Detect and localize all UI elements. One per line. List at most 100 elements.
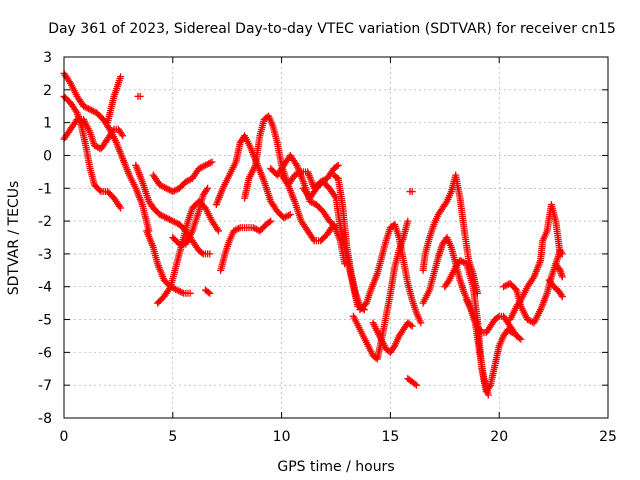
plot-frame [63,56,609,419]
y-tick-label: -7 [38,378,52,394]
axis-ticks: 0 5 10 15 20 25 -8 -7 -6 -5 -4 -3 -2 -1 0 1 2 3 [38,50,617,445]
data-point [413,381,421,389]
data-point [309,235,317,243]
data-point [92,142,100,150]
data-point [556,250,564,258]
grid [64,57,608,418]
data-point [523,316,531,324]
data-point [555,265,563,273]
data-point [333,162,341,170]
data-point [117,204,125,212]
data-point [172,219,180,227]
data-point [198,163,206,171]
x-tick-label: 5 [168,429,177,445]
data-point [186,289,194,297]
data-point [197,164,205,172]
x-axis-label: GPS time / hours [277,459,394,475]
y-tick-label: 1 [43,116,52,132]
data-point [159,183,167,191]
data-point [251,224,259,232]
data-point [172,285,180,293]
y-tick-label: -4 [38,280,52,296]
data-point [233,225,241,233]
data-point [90,142,98,150]
data-point [334,161,342,169]
y-tick-label: -8 [38,411,52,427]
data-point [206,159,214,167]
y-tick-label: -3 [38,247,52,263]
data-point [86,106,94,114]
y-axis-label: SDTVAR / TECUs [6,181,22,296]
data-point [119,132,127,140]
data-point [417,319,425,327]
data-point [230,227,238,235]
data-point [507,328,515,336]
data-point [175,287,183,295]
data-point [458,257,466,265]
data-point [166,186,174,194]
data-point [174,239,182,247]
data-point [156,211,164,219]
data-point [157,211,165,219]
data-point [161,183,169,191]
data-point [204,184,212,192]
y-tick-label: 3 [43,50,52,66]
x-tick-label: 25 [599,429,617,445]
data-point [294,170,302,178]
data-point [156,181,164,189]
data-point [185,176,193,184]
data-point [84,105,92,113]
data-point [89,107,97,115]
y-tick-label: -1 [38,181,52,197]
data-point [404,217,412,225]
data-point [176,288,184,296]
data-point [203,186,211,194]
data-point [292,170,300,178]
data-point [516,297,524,305]
data-point [72,107,80,115]
data-point [170,218,178,226]
data-point [331,192,339,200]
data-point [235,224,243,232]
data-point [283,212,291,220]
data-point [183,177,191,185]
data-points [60,69,566,399]
data-point [109,127,117,135]
data-point [408,188,416,196]
data-point [172,186,180,194]
y-tick-label: 2 [43,83,52,99]
data-point [204,288,212,296]
data-point [456,256,464,264]
data-point [484,391,492,399]
x-tick-label: 0 [60,429,69,445]
data-point [281,213,289,221]
data-point [516,334,524,342]
data-point [411,380,419,388]
data-point [203,160,211,168]
data-point [280,214,288,222]
data-point [173,286,181,294]
data-point [407,321,415,329]
data-point [249,224,257,232]
data-point [80,102,88,110]
data-point [200,162,208,170]
y-tick-label: -5 [38,313,52,329]
data-point [159,212,167,220]
y-tick-label: -6 [38,345,52,361]
data-point [214,227,222,235]
data-point [115,202,123,210]
data-point [508,329,516,337]
data-point [206,250,214,258]
data-point [213,225,221,233]
data-point [201,161,209,169]
data-point [444,278,452,286]
data-point [286,211,294,219]
data-point [161,213,169,221]
data-point [285,211,293,219]
data-point [166,284,174,292]
data-point [500,283,508,291]
data-point [558,293,566,301]
data-point [205,160,213,168]
data-point [265,218,273,226]
